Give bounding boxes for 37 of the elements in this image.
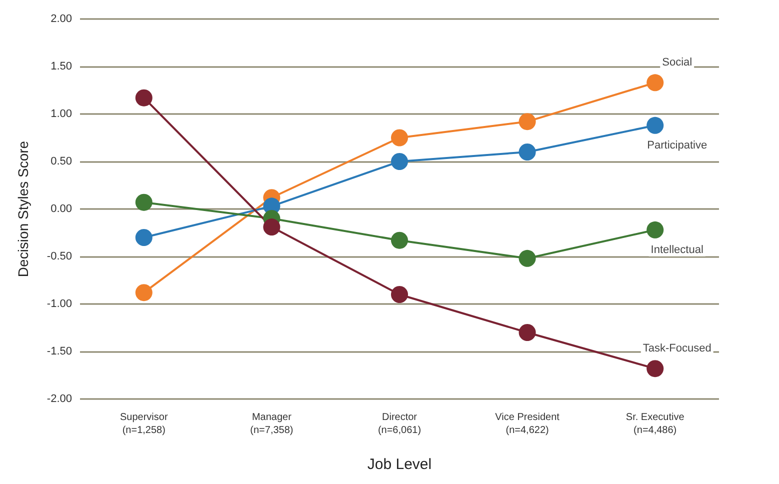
point <box>391 286 408 303</box>
x-axis-title: Job Level <box>367 456 432 473</box>
series-label: Task-Focused <box>642 342 712 355</box>
x-tick-label: Vice President (n=4,622) <box>495 412 560 436</box>
point <box>646 221 664 238</box>
y-tick-label: 0.50 <box>50 156 72 168</box>
x-tick-label: Supervisor (n=1,258) <box>120 412 168 436</box>
x-tick-label: Manager (n=7,358) <box>250 412 294 436</box>
point <box>518 144 536 160</box>
y-tick-label: 0.00 <box>50 203 72 215</box>
y-tick-label: -0.50 <box>46 250 72 262</box>
series-label: Participative <box>647 139 708 152</box>
point <box>518 250 536 267</box>
series-label: Social <box>662 56 692 69</box>
point <box>135 284 152 302</box>
y-tick-label: 1.50 <box>50 60 72 72</box>
y-tick-label: 1.00 <box>50 108 72 120</box>
point <box>391 129 408 146</box>
point <box>646 116 664 134</box>
y-tick-label: -1.50 <box>46 346 72 358</box>
y-tick-label: -2.00 <box>46 393 72 405</box>
y-tick-label: -1.00 <box>46 298 72 310</box>
point <box>518 113 536 130</box>
point <box>263 218 280 236</box>
point <box>646 360 664 378</box>
point <box>135 229 152 246</box>
point <box>646 74 664 92</box>
point <box>135 194 152 211</box>
point <box>518 324 536 341</box>
x-tick-label: Director (n=6,061) <box>378 412 422 436</box>
point <box>391 153 408 170</box>
x-tick-label: Sr. Executive (n=4,486) <box>626 412 685 436</box>
y-axis-title: Decision Styles Score <box>15 140 31 278</box>
point <box>135 89 152 106</box>
point <box>391 232 408 249</box>
y-tick-label: 2.00 <box>50 13 72 25</box>
series-label: Intellectual <box>650 244 704 256</box>
